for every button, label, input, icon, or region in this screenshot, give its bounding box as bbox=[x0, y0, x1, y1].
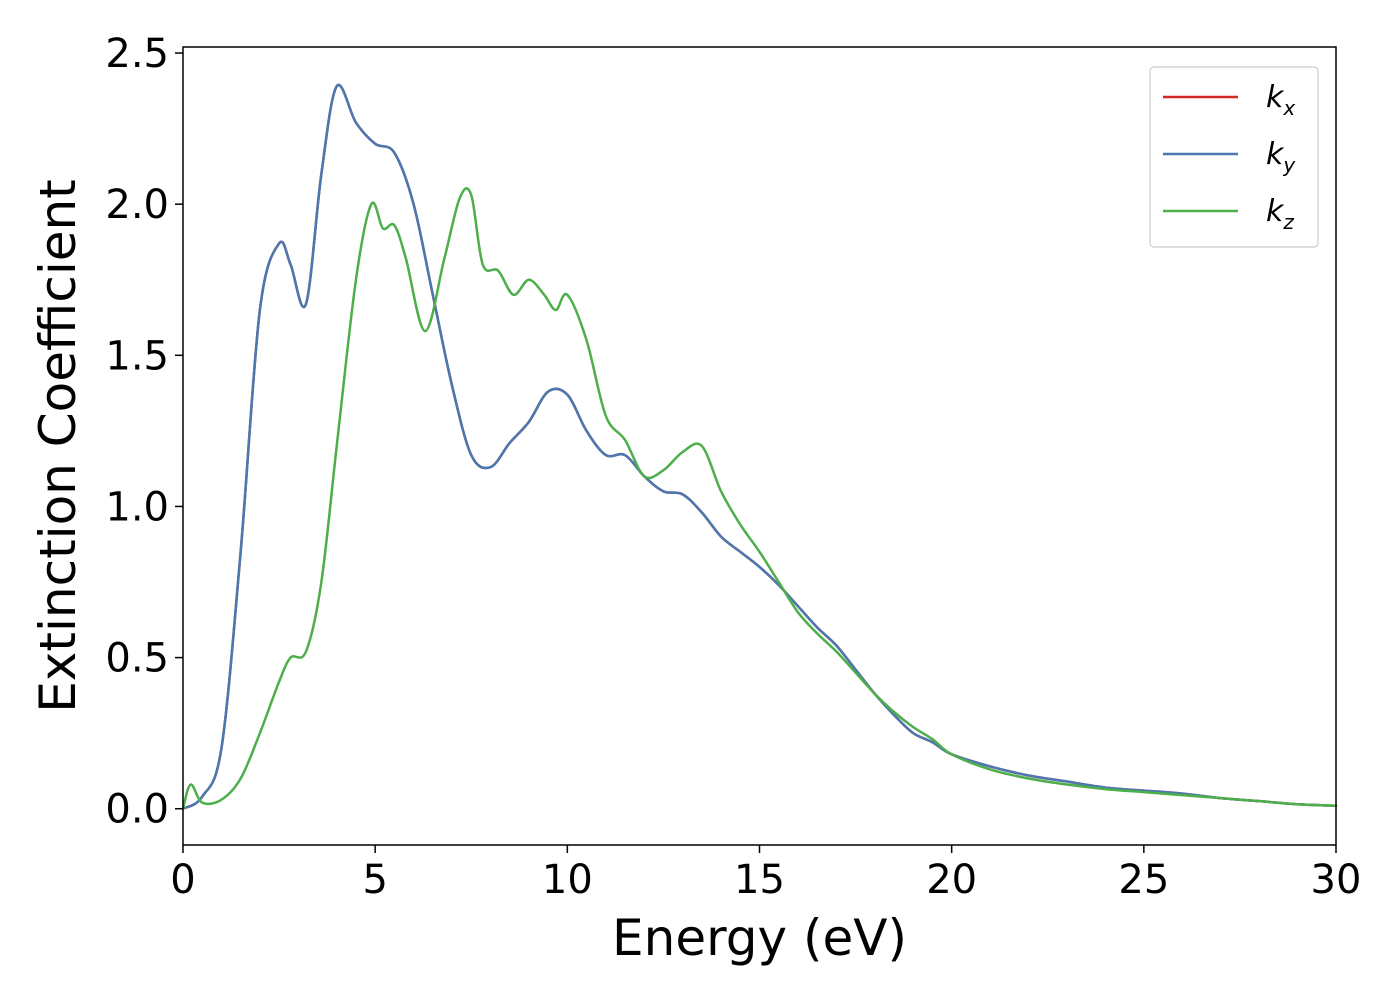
legend-frame bbox=[1149, 66, 1319, 248]
y-axis-title: Extinction Coefficient bbox=[29, 179, 87, 713]
y-tick-label: 0.5 bbox=[105, 636, 169, 682]
y-tick-label: 0.0 bbox=[105, 787, 169, 833]
x-tick-label: 25 bbox=[1118, 857, 1169, 903]
x-tick-label: 10 bbox=[542, 857, 593, 903]
series-line-ky bbox=[181, 83, 1338, 810]
x-tick-label: 5 bbox=[362, 857, 387, 903]
x-axis-ticks: 0 5 10 15 20 25 30 bbox=[170, 845, 1361, 903]
legend-label-kx: kx bbox=[1266, 80, 1295, 120]
x-axis-title: Energy (eV) bbox=[612, 909, 907, 967]
y-tick-label: 2.0 bbox=[105, 182, 169, 228]
legend-label-kz: kz bbox=[1266, 194, 1294, 234]
y-tick-label: 2.5 bbox=[105, 31, 169, 77]
y-axis-ticks: 0.0 0.5 1.0 1.5 2.0 2.5 bbox=[105, 31, 183, 833]
x-tick-label: 0 bbox=[170, 857, 195, 903]
series-layer bbox=[181, 83, 1338, 810]
y-tick-label: 1.5 bbox=[105, 333, 169, 379]
x-tick-label: 15 bbox=[734, 857, 785, 903]
legend-label-ky: ky bbox=[1266, 137, 1296, 177]
series-line-kz bbox=[181, 187, 1338, 810]
x-tick-label: 30 bbox=[1311, 857, 1362, 903]
x-tick-label: 20 bbox=[926, 857, 977, 903]
legend: kx ky kz bbox=[1149, 66, 1319, 248]
y-tick-label: 1.0 bbox=[105, 484, 169, 530]
